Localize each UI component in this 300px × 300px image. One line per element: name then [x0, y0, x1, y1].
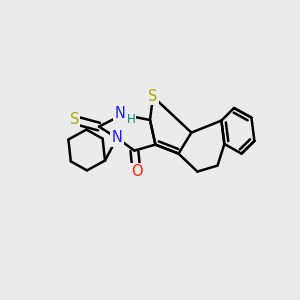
Text: O: O [131, 164, 142, 179]
Text: N: N [112, 130, 122, 146]
Text: N: N [115, 107, 125, 122]
Text: S: S [148, 89, 158, 104]
Text: H: H [126, 113, 135, 126]
Text: N: N [115, 106, 125, 121]
Text: S: S [70, 112, 79, 128]
